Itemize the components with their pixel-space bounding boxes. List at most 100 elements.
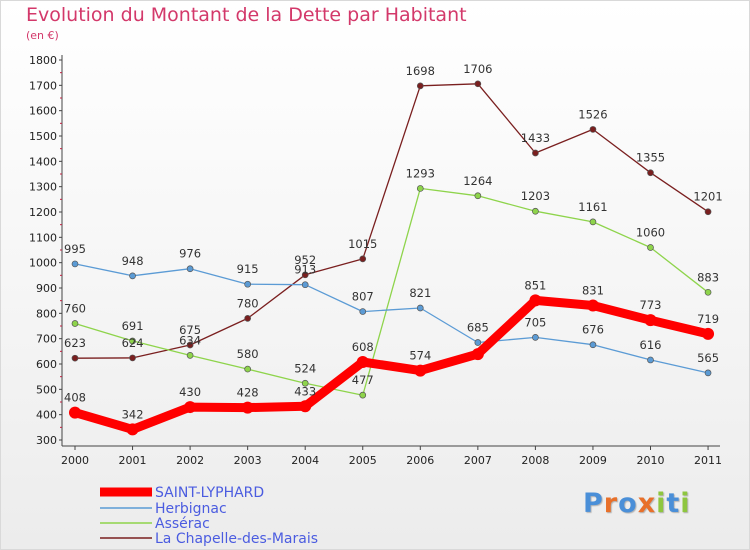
data-label: 976 [179, 247, 201, 261]
data-point [532, 334, 539, 341]
data-label: 685 [467, 320, 489, 334]
data-label: 616 [640, 338, 662, 352]
y-tick-label: 700 [36, 333, 57, 346]
data-label: 342 [122, 407, 144, 421]
data-label: 624 [122, 336, 144, 350]
data-point [647, 244, 654, 251]
data-label: 430 [179, 385, 201, 399]
data-label: 675 [179, 323, 201, 337]
data-point [184, 401, 197, 414]
data-point [129, 354, 136, 362]
x-tick-label: 2008 [521, 454, 549, 467]
logo-letter: t [666, 488, 681, 519]
x-tick-label: 2003 [234, 454, 262, 467]
data-label: 1203 [521, 189, 550, 203]
data-label: 760 [64, 301, 86, 315]
data-label: 1698 [406, 64, 435, 78]
legend-entry: Herbignac [155, 501, 227, 517]
data-point [532, 207, 539, 215]
data-label: 952 [294, 253, 316, 267]
y-tick-label: 400 [36, 409, 57, 422]
data-point [359, 255, 367, 263]
data-point [704, 369, 712, 377]
x-tick-label: 2006 [406, 454, 434, 467]
data-point [586, 299, 599, 312]
y-tick-label: 500 [36, 383, 57, 396]
data-point [474, 80, 482, 88]
data-point [414, 364, 427, 377]
data-label: 807 [352, 290, 374, 304]
data-point [71, 354, 79, 362]
legend-entry: Assérac [155, 516, 210, 532]
data-point [589, 218, 597, 226]
data-label: 428 [237, 386, 259, 400]
data-point [589, 341, 597, 349]
data-label: 948 [122, 254, 144, 268]
series-line-0 [70, 295, 713, 434]
data-point [186, 265, 194, 273]
data-point [244, 365, 251, 373]
data-label: 1706 [463, 62, 492, 76]
y-tick-label: 1600 [29, 105, 57, 118]
data-point [474, 339, 482, 346]
logo-letter: i [656, 488, 667, 519]
data-point [301, 281, 309, 289]
x-tick-label: 2005 [349, 454, 377, 467]
data-point [244, 315, 251, 322]
data-point [359, 308, 367, 315]
logo-letter: r [603, 488, 619, 519]
data-point [126, 423, 139, 436]
series-line-3 [74, 83, 709, 359]
data-label: 676 [582, 323, 604, 337]
x-tick-label: 2009 [579, 454, 607, 467]
data-point [186, 341, 194, 349]
data-point [474, 192, 482, 200]
data-label: 719 [697, 312, 719, 326]
data-label: 433 [294, 384, 316, 398]
data-point [244, 280, 251, 288]
data-point [471, 348, 484, 361]
data-label: 705 [524, 315, 546, 329]
data-label: 574 [409, 349, 431, 363]
data-label: 883 [697, 270, 719, 284]
data-label: 1526 [578, 107, 607, 121]
data-point [644, 314, 657, 327]
logo-letter: o [618, 488, 638, 519]
data-label: 1060 [636, 225, 665, 239]
logo-letter: x [637, 488, 657, 519]
data-point [129, 272, 136, 280]
data-point [529, 294, 542, 307]
data-point [186, 352, 194, 359]
data-label: 821 [409, 286, 431, 300]
chart-subtitle: (en €) [26, 29, 59, 42]
data-label: 1264 [463, 174, 492, 188]
proxiti-logo: Proxiti [583, 488, 691, 519]
data-point [704, 208, 712, 216]
x-tick-label: 2007 [464, 454, 492, 467]
data-point [69, 406, 81, 419]
data-label: 780 [237, 296, 259, 310]
x-tick-label: 2002 [176, 454, 204, 467]
y-tick-label: 900 [36, 282, 57, 295]
data-label: 623 [64, 336, 86, 350]
data-label: 634 [179, 333, 201, 347]
data-label: 1161 [578, 200, 607, 214]
y-tick-label: 1200 [29, 206, 57, 219]
x-tick-label: 2000 [61, 454, 89, 467]
data-point [647, 169, 654, 177]
y-tick-label: 800 [36, 307, 57, 320]
data-point [299, 400, 312, 413]
data-label: 1015 [348, 237, 377, 251]
x-tick-label: 2004 [291, 454, 319, 467]
data-point [647, 356, 654, 364]
legend-entry: La Chapelle-des-Marais [155, 531, 318, 547]
data-point [532, 149, 539, 157]
data-label: 1293 [406, 166, 435, 180]
y-tick-label: 600 [36, 358, 57, 371]
data-label: 831 [582, 283, 604, 297]
legend-entry: SAINT-LYPHARD [155, 485, 264, 501]
y-tick-label: 300 [36, 434, 57, 447]
data-point [129, 337, 136, 345]
data-point [416, 82, 424, 90]
